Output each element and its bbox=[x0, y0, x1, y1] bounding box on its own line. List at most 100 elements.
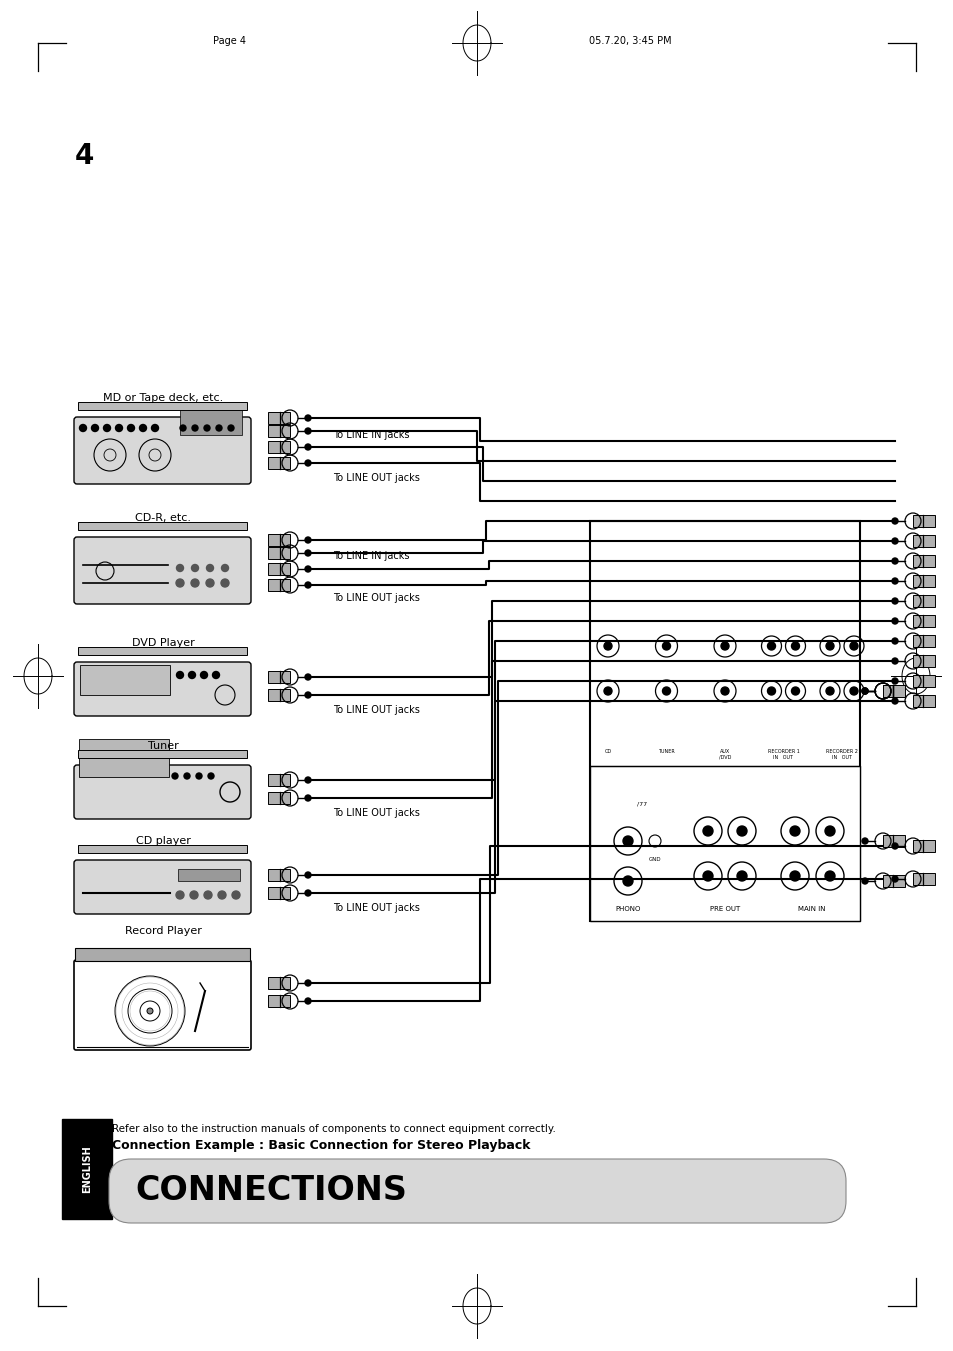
FancyBboxPatch shape bbox=[74, 765, 251, 819]
Text: To LINE OUT jacks: To LINE OUT jacks bbox=[333, 473, 419, 484]
Circle shape bbox=[175, 580, 184, 586]
FancyBboxPatch shape bbox=[268, 792, 290, 804]
FancyBboxPatch shape bbox=[912, 840, 934, 852]
Text: RECORDER 2
IN   OUT: RECORDER 2 IN OUT bbox=[825, 748, 857, 759]
Circle shape bbox=[891, 598, 897, 604]
Circle shape bbox=[661, 642, 670, 650]
Text: To LINE OUT jacks: To LINE OUT jacks bbox=[333, 808, 419, 817]
Circle shape bbox=[305, 582, 311, 588]
Circle shape bbox=[305, 674, 311, 680]
Circle shape bbox=[139, 424, 147, 431]
Circle shape bbox=[305, 566, 311, 571]
Circle shape bbox=[862, 688, 867, 694]
FancyBboxPatch shape bbox=[912, 555, 934, 567]
Circle shape bbox=[172, 773, 178, 780]
FancyBboxPatch shape bbox=[268, 774, 290, 786]
FancyBboxPatch shape bbox=[912, 535, 934, 547]
Circle shape bbox=[891, 617, 897, 624]
Circle shape bbox=[208, 773, 213, 780]
Circle shape bbox=[115, 424, 122, 431]
Circle shape bbox=[305, 444, 311, 450]
FancyBboxPatch shape bbox=[74, 861, 251, 915]
Circle shape bbox=[175, 892, 184, 898]
FancyBboxPatch shape bbox=[912, 655, 934, 667]
FancyBboxPatch shape bbox=[80, 665, 170, 694]
Circle shape bbox=[891, 875, 897, 882]
Text: ENGLISH: ENGLISH bbox=[82, 1146, 91, 1193]
Circle shape bbox=[891, 678, 897, 684]
Circle shape bbox=[79, 424, 87, 431]
Circle shape bbox=[825, 642, 833, 650]
Circle shape bbox=[206, 565, 213, 571]
Circle shape bbox=[191, 580, 199, 586]
FancyBboxPatch shape bbox=[589, 521, 859, 921]
Text: 4: 4 bbox=[75, 142, 94, 170]
Circle shape bbox=[305, 550, 311, 557]
Circle shape bbox=[305, 979, 311, 986]
FancyBboxPatch shape bbox=[78, 521, 247, 530]
FancyBboxPatch shape bbox=[75, 948, 250, 961]
Circle shape bbox=[305, 890, 311, 896]
Circle shape bbox=[891, 658, 897, 663]
Circle shape bbox=[603, 642, 612, 650]
Circle shape bbox=[305, 428, 311, 434]
Circle shape bbox=[824, 871, 834, 881]
FancyBboxPatch shape bbox=[912, 873, 934, 885]
FancyBboxPatch shape bbox=[74, 417, 251, 484]
Circle shape bbox=[824, 825, 834, 836]
FancyBboxPatch shape bbox=[912, 615, 934, 627]
Circle shape bbox=[204, 892, 212, 898]
Circle shape bbox=[189, 671, 195, 678]
FancyBboxPatch shape bbox=[268, 534, 290, 546]
Circle shape bbox=[622, 836, 633, 846]
FancyBboxPatch shape bbox=[78, 844, 247, 852]
FancyBboxPatch shape bbox=[180, 403, 242, 435]
Circle shape bbox=[228, 426, 233, 431]
Circle shape bbox=[192, 565, 198, 571]
FancyBboxPatch shape bbox=[78, 647, 247, 655]
Circle shape bbox=[180, 426, 186, 431]
FancyBboxPatch shape bbox=[268, 869, 290, 881]
Text: To LINE IN jacks: To LINE IN jacks bbox=[333, 551, 409, 561]
FancyBboxPatch shape bbox=[912, 635, 934, 647]
Text: MAIN IN: MAIN IN bbox=[798, 907, 825, 912]
Text: MD or Tape deck, etc.: MD or Tape deck, etc. bbox=[103, 393, 223, 403]
Text: RECORDER 1
IN   OUT: RECORDER 1 IN OUT bbox=[767, 748, 799, 759]
Circle shape bbox=[825, 688, 833, 694]
Circle shape bbox=[767, 642, 775, 650]
Circle shape bbox=[206, 580, 213, 586]
FancyBboxPatch shape bbox=[109, 1159, 845, 1223]
Text: To LINE OUT jacks: To LINE OUT jacks bbox=[333, 705, 419, 715]
Circle shape bbox=[720, 688, 728, 694]
Text: Refer also to the instruction manuals of components to connect equipment correct: Refer also to the instruction manuals of… bbox=[112, 1124, 556, 1133]
Text: To LINE OUT jacks: To LINE OUT jacks bbox=[333, 593, 419, 603]
Circle shape bbox=[192, 426, 198, 431]
Circle shape bbox=[305, 998, 311, 1004]
Circle shape bbox=[702, 871, 712, 881]
FancyBboxPatch shape bbox=[882, 685, 904, 697]
Circle shape bbox=[791, 688, 799, 694]
Text: PHONO: PHONO bbox=[615, 907, 640, 912]
Circle shape bbox=[218, 892, 226, 898]
Text: Record Player: Record Player bbox=[125, 925, 201, 936]
FancyBboxPatch shape bbox=[62, 1119, 112, 1219]
Circle shape bbox=[862, 878, 867, 884]
Circle shape bbox=[305, 794, 311, 801]
Circle shape bbox=[221, 580, 229, 586]
Circle shape bbox=[891, 517, 897, 524]
FancyBboxPatch shape bbox=[74, 961, 251, 1050]
FancyBboxPatch shape bbox=[912, 576, 934, 586]
Circle shape bbox=[184, 773, 190, 780]
FancyBboxPatch shape bbox=[268, 426, 290, 436]
FancyBboxPatch shape bbox=[268, 994, 290, 1006]
Circle shape bbox=[200, 671, 208, 678]
Circle shape bbox=[221, 565, 229, 571]
Circle shape bbox=[891, 698, 897, 704]
FancyBboxPatch shape bbox=[268, 671, 290, 684]
FancyBboxPatch shape bbox=[912, 694, 934, 707]
Circle shape bbox=[305, 777, 311, 784]
Text: To LINE IN jacks: To LINE IN jacks bbox=[333, 430, 409, 440]
Text: CD player: CD player bbox=[135, 836, 191, 846]
FancyBboxPatch shape bbox=[268, 440, 290, 453]
FancyBboxPatch shape bbox=[78, 403, 247, 409]
